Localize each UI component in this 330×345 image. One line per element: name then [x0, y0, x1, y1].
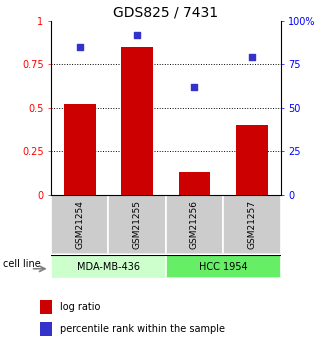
Bar [40, 300, 52, 314]
Point [135, 32, 140, 37]
Bar [51, 195, 109, 254]
Text: GSM21254: GSM21254 [75, 200, 84, 249]
Text: GSM21255: GSM21255 [133, 200, 142, 249]
Bar [109, 195, 166, 254]
Title: GDS825 / 7431: GDS825 / 7431 [113, 6, 218, 20]
Text: log ratio: log ratio [60, 302, 100, 312]
Bar [223, 195, 280, 254]
Point [249, 55, 254, 60]
Bar [51, 255, 166, 278]
Text: HCC 1954: HCC 1954 [199, 262, 248, 272]
Bar [64, 104, 96, 195]
Text: cell line: cell line [3, 259, 40, 269]
Point [192, 84, 197, 90]
Bar [121, 47, 153, 195]
Bar [166, 255, 280, 278]
Text: MDA-MB-436: MDA-MB-436 [77, 262, 140, 272]
Bar [166, 195, 223, 254]
Point [77, 44, 82, 50]
Bar [40, 322, 52, 336]
Text: GSM21256: GSM21256 [190, 200, 199, 249]
Text: percentile rank within the sample: percentile rank within the sample [60, 324, 225, 334]
Text: GSM21257: GSM21257 [247, 200, 256, 249]
Bar [236, 125, 268, 195]
Bar [179, 172, 210, 195]
